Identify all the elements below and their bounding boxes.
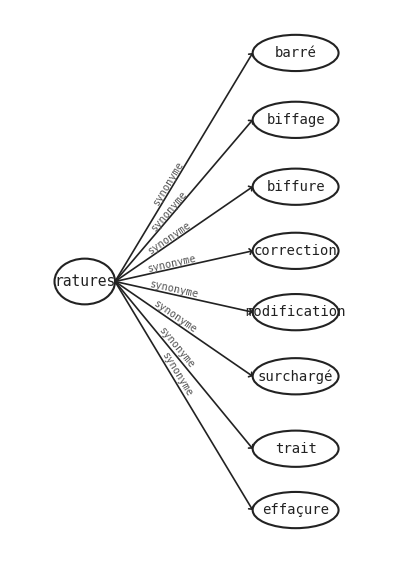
Text: trait: trait <box>275 442 316 455</box>
Ellipse shape <box>253 168 339 205</box>
Text: synonyme: synonyme <box>148 279 200 300</box>
Text: synonyme: synonyme <box>149 188 189 233</box>
Text: synonyme: synonyme <box>160 351 194 399</box>
Ellipse shape <box>253 102 339 138</box>
Text: correction: correction <box>254 244 337 258</box>
Text: ratures: ratures <box>54 274 115 289</box>
Text: surchargé: surchargé <box>258 369 333 383</box>
Text: synonyme: synonyme <box>146 253 197 274</box>
Ellipse shape <box>253 233 339 269</box>
Text: synonyme: synonyme <box>157 326 196 371</box>
Ellipse shape <box>253 358 339 395</box>
Text: barré: barré <box>275 46 316 60</box>
Text: biffure: biffure <box>266 180 325 194</box>
Text: synonyme: synonyme <box>147 220 194 256</box>
Ellipse shape <box>253 294 339 330</box>
Ellipse shape <box>253 35 339 71</box>
Text: modification: modification <box>246 305 346 319</box>
Ellipse shape <box>253 431 339 467</box>
Text: biffage: biffage <box>266 113 325 127</box>
Text: synonyme: synonyme <box>152 299 199 336</box>
Ellipse shape <box>253 492 339 528</box>
Text: effaçure: effaçure <box>262 503 329 517</box>
Text: synonyme: synonyme <box>151 159 186 207</box>
Ellipse shape <box>55 258 115 305</box>
